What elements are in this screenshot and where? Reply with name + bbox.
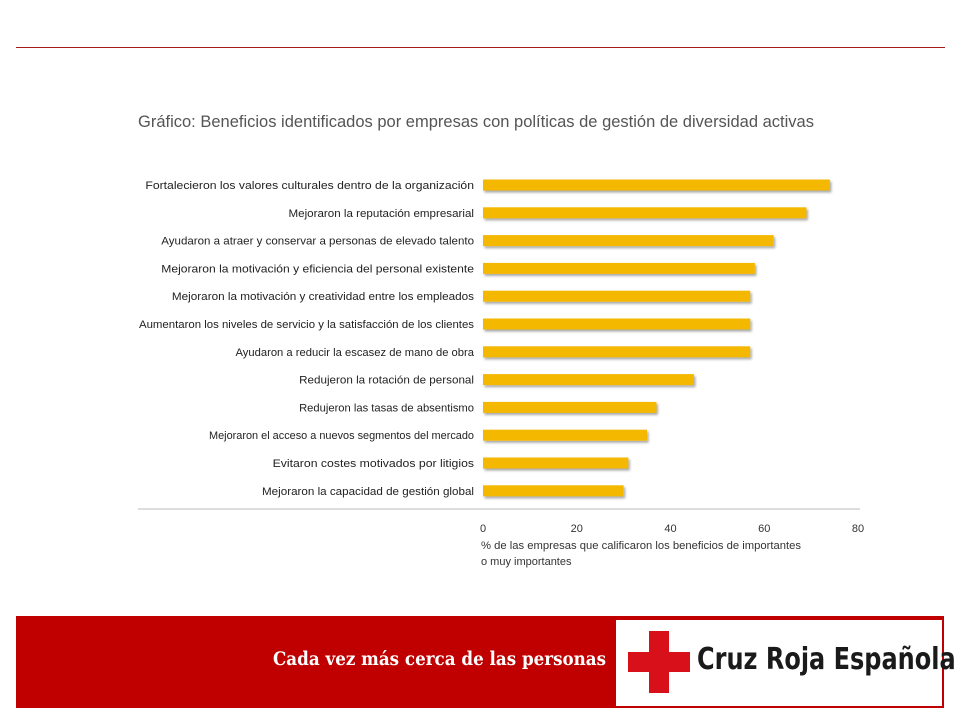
- category-label: Ayudaron a reducir la escasez de mano de…: [236, 347, 475, 359]
- bar: [483, 401, 657, 413]
- x-tick-label: 20: [571, 523, 583, 535]
- bar: [483, 485, 624, 497]
- category-label: Mejoraron el acceso a nuevos segmentos d…: [209, 430, 474, 442]
- bar: [483, 429, 648, 441]
- bar: [483, 346, 751, 358]
- bar: [483, 290, 751, 302]
- top-divider: [16, 47, 945, 48]
- category-label: Evitaron costes motivados por litigios: [273, 458, 475, 470]
- x-tick-label: 40: [664, 523, 676, 535]
- bar: [483, 207, 807, 219]
- logo-text: Cruz Roja Española: [697, 642, 956, 677]
- category-label: Aumentaron los niveles de servicio y la …: [139, 319, 475, 331]
- bar-chart: Fortalecieron los valores culturales den…: [138, 179, 864, 568]
- category-label: Mejoraron la reputación empresarial: [289, 208, 475, 220]
- bar: [483, 457, 629, 469]
- x-axis-label-line1: % de las empresas que calificaron los be…: [481, 540, 802, 552]
- bar: [483, 262, 755, 274]
- bar: [483, 179, 830, 191]
- red-cross-icon: [628, 631, 690, 693]
- x-axis-label-line2: o muy importantes: [481, 556, 572, 568]
- x-tick-label: 60: [758, 523, 770, 535]
- category-label: Mejoraron la motivación y creatividad en…: [172, 291, 475, 303]
- bar: [483, 235, 774, 247]
- bar: [483, 318, 751, 330]
- category-label: Ayudaron a atraer y conservar a personas…: [161, 236, 474, 248]
- category-label: Redujeron las tasas de absentismo: [299, 402, 474, 414]
- category-label: Mejoraron la capacidad de gestión global: [262, 486, 474, 498]
- chart-title: Gráfico: Beneficios identificados por em…: [138, 113, 814, 131]
- category-label: Fortalecieron los valores culturales den…: [145, 180, 474, 192]
- category-label: Redujeron la rotación de personal: [299, 375, 474, 387]
- bar: [483, 374, 694, 386]
- category-label: Mejoraron la motivación y eficiencia del…: [161, 263, 474, 275]
- footer-slogan: Cada vez más cerca de las personas: [273, 648, 607, 670]
- x-tick-label: 0: [480, 523, 486, 535]
- x-tick-label: 80: [852, 523, 864, 535]
